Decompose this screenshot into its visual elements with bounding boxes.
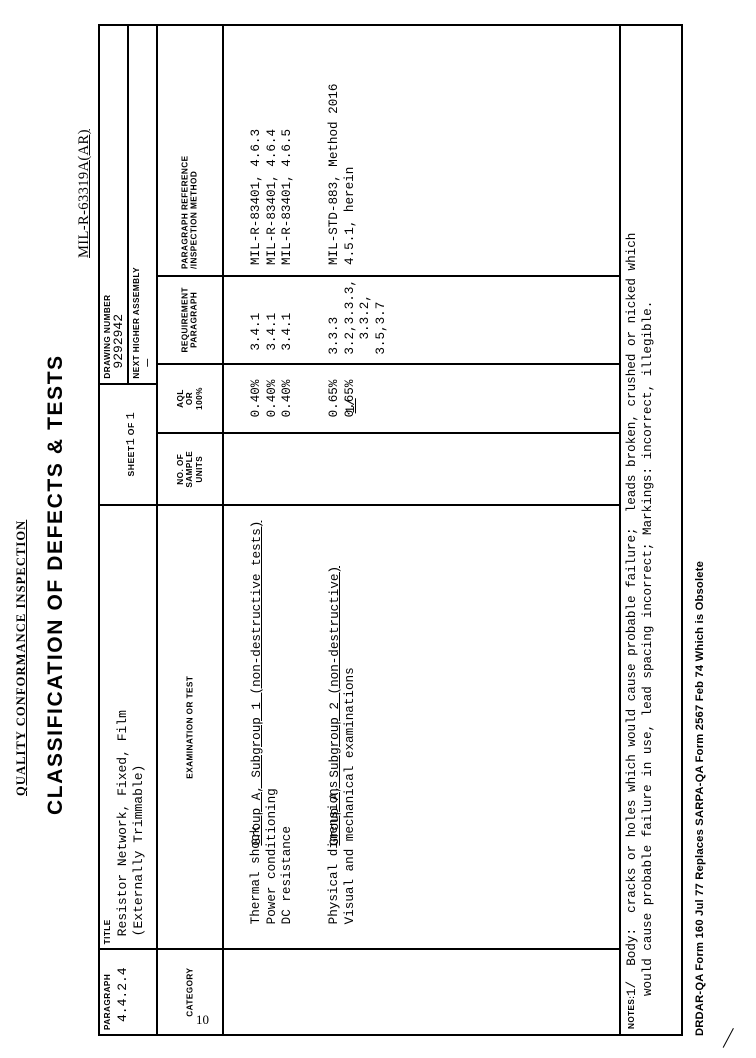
sheet-of-label: OF bbox=[126, 422, 136, 436]
classification-table: PARAGRAPH 4.4.2.4 TITLE Resistor Network… bbox=[98, 24, 683, 1036]
next-higher-assembly-header: NEXT HIGHER ASSEMBLY bbox=[132, 266, 141, 379]
paragraph-reference-values-1: MIL-R-83401, 4.6.3 MIL-R-83401, 4.6.4 MI… bbox=[249, 128, 295, 265]
aql-body-cell: 0.40% 0.40% 0.40% 0.65% 0.65% bbox=[224, 362, 619, 433]
requirement-paragraph-header-cell: REQUIREMENT PARAGRAPH bbox=[158, 274, 222, 363]
paragraph-cell: PARAGRAPH 4.4.2.4 bbox=[100, 948, 156, 1034]
column-header-row: CATEGORY EXAMINATION OR TEST NO. OF SAMP… bbox=[158, 26, 224, 1034]
examination-header-cell: EXAMINATION OR TEST bbox=[158, 504, 222, 949]
sample-units-value-2: 1/ bbox=[328, 398, 375, 504]
notes-label: NOTES: bbox=[627, 995, 636, 1029]
specification-number: MIL-R-63319A(AR) bbox=[76, 129, 92, 258]
group-tests-2: Physical dimensions Visual and mechanica… bbox=[327, 667, 357, 925]
title-cell: TITLE Resistor Network, Fixed, Film (Ext… bbox=[100, 504, 156, 949]
no-of-sample-units-header: NO. OF SAMPLE UNITS bbox=[175, 450, 204, 488]
aql-values-2: 0.65% 0.65% bbox=[327, 379, 357, 418]
drawing-number-block: DRAWING NUMBER 9292942 bbox=[100, 26, 129, 383]
scan-corner-mark bbox=[722, 1028, 751, 1048]
page-title: CLASSIFICATION OF DEFECTS & TESTS bbox=[44, 354, 67, 815]
notes-text: 1/ Body: cracks or holes which would cau… bbox=[625, 232, 655, 996]
aql-header-cell: AQL OR 100% bbox=[158, 362, 222, 433]
sheet-number: 1 bbox=[124, 438, 138, 446]
sheet-total: 1 bbox=[124, 412, 138, 420]
examination-or-test-header: EXAMINATION OR TEST bbox=[185, 675, 195, 779]
category-header: CATEGORY bbox=[185, 967, 195, 1017]
group-tests-1: Thermal shock Power conditioning DC resi… bbox=[249, 788, 295, 925]
table-body-row: Group A, Subgroup 1 (non-destructive tes… bbox=[224, 26, 621, 1034]
paragraph-value: 4.4.2.4 bbox=[115, 967, 130, 1022]
title-value: Resistor Network, Fixed, Film (Externall… bbox=[115, 710, 147, 937]
examination-body-cell: Group A, Subgroup 1 (non-destructive tes… bbox=[224, 504, 619, 949]
page-number: 10 bbox=[196, 1012, 209, 1027]
category-body-cell bbox=[224, 948, 619, 1034]
sample-units-header-cell: NO. OF SAMPLE UNITS bbox=[158, 432, 222, 505]
title-header: TITLE bbox=[103, 919, 112, 945]
category-header-cell: CATEGORY bbox=[158, 948, 222, 1034]
next-higher-assembly-block: NEXT HIGHER ASSEMBLY — bbox=[129, 26, 156, 383]
requirement-paragraph-body-cell: 3.4.1 3.4.1 3.4.1 3.3.3 3.2,3.3.3, 3.3.2… bbox=[224, 274, 619, 363]
aql-header: AQL OR 100% bbox=[175, 387, 204, 410]
form-revision-line: DRDAR-QA Form 160 Jul 77 Replaces SARPA-… bbox=[694, 560, 706, 1036]
drawing-cell: DRAWING NUMBER 9292942 NEXT HIGHER ASSEM… bbox=[100, 26, 156, 383]
identification-row: PARAGRAPH 4.4.2.4 TITLE Resistor Network… bbox=[100, 26, 158, 1034]
sample-units-body-cell: 1/ bbox=[224, 398, 619, 505]
quality-conformance-inspection-header: QUALITY CONFORMANCE INSPECTION bbox=[14, 519, 28, 796]
notes-row: NOTES: 1/ Body: cracks or holes which wo… bbox=[621, 26, 677, 1034]
next-higher-assembly-value: — bbox=[140, 358, 155, 367]
sheet-cell: SHEET1 OF 1 bbox=[100, 382, 156, 505]
sheet-label: SHEET bbox=[126, 445, 136, 477]
sheet-line: SHEET1 OF 1 bbox=[124, 385, 138, 505]
requirement-paragraph-values-2: 3.3.3 3.2,3.3.3, 3.3.2, 3.5,3.7 bbox=[327, 279, 388, 355]
aql-values-1: 0.40% 0.40% 0.40% bbox=[249, 379, 295, 418]
paragraph-header: PARAGRAPH bbox=[103, 973, 112, 1030]
paragraph-reference-header-cell: PARAGRAPH REFERENCE /INSPECTION METHOD bbox=[158, 26, 222, 275]
drawing-number-value: 9292942 bbox=[111, 313, 126, 369]
paragraph-reference-header: PARAGRAPH REFERENCE /INSPECTION METHOD bbox=[180, 155, 199, 269]
requirement-paragraph-header: REQUIREMENT PARAGRAPH bbox=[180, 287, 199, 353]
requirement-paragraph-values-1: 3.4.1 3.4.1 3.4.1 bbox=[249, 312, 295, 351]
paragraph-reference-body-cell: MIL-R-83401, 4.6.3 MIL-R-83401, 4.6.4 MI… bbox=[224, 26, 619, 275]
paragraph-reference-values-2: MIL-STD-883, Method 2016 4.5.1, herein bbox=[327, 83, 357, 265]
